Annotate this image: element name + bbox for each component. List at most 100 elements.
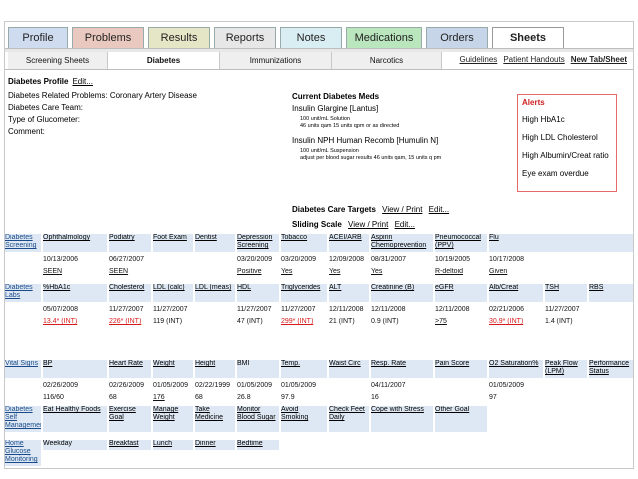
labs-header[interactable]: Creatinine (B)	[371, 284, 433, 302]
labs-label[interactable]: Diabetes Labs	[5, 284, 41, 302]
med-sig: 100 unit/mL Solution	[300, 116, 350, 122]
screening-value[interactable]: Given	[489, 268, 508, 275]
tab-problems[interactable]: Problems	[72, 27, 144, 48]
screening-header[interactable]: Flu	[489, 234, 545, 252]
related-problems: Diabetes Related Problems: Coronary Arte…	[8, 91, 197, 100]
labs-value[interactable]: 30.9* (INT)	[489, 318, 524, 325]
self-management-header[interactable]: Monitor Blood Sugar	[237, 406, 279, 432]
self-management-header[interactable]: Cope with Stress	[371, 406, 433, 432]
screening-date	[153, 256, 193, 266]
labs-header[interactable]: LDL (meas)	[195, 284, 235, 302]
screening-header[interactable]: Foot Exam	[153, 234, 193, 252]
guidelines-link[interactable]: Guidelines	[459, 55, 498, 64]
sliding-scale-view-print-link[interactable]: View / Print	[348, 220, 389, 229]
screening-header[interactable]: Ophthalmology	[43, 234, 107, 252]
screening-value[interactable]: Yes	[281, 268, 293, 275]
tab-notes[interactable]: Notes	[280, 27, 342, 48]
vitals-header[interactable]: Temp.	[281, 360, 327, 378]
glucose-header[interactable]: Lunch	[153, 440, 193, 450]
screening-value[interactable]: Yes	[371, 268, 383, 275]
tab-reports[interactable]: Reports	[214, 27, 276, 48]
vitals-value	[545, 394, 587, 404]
labs-value[interactable]: >75	[435, 318, 447, 325]
vitals-label[interactable]: Vital Signs	[5, 360, 41, 378]
self-management-header[interactable]: Other Goal	[435, 406, 487, 432]
vitals-header[interactable]: O2 Saturation%	[489, 360, 543, 378]
self-management-header[interactable]: Manage Weight	[153, 406, 193, 432]
glucose-header[interactable]: Breakfast	[109, 440, 151, 450]
labs-header[interactable]: LDL (calc)	[153, 284, 193, 302]
vitals-header[interactable]: Weight	[153, 360, 193, 378]
bottom-divider	[5, 468, 633, 469]
care-targets-view-print-link[interactable]: View / Print	[382, 205, 423, 214]
screening-header[interactable]: Podiatry	[109, 234, 151, 252]
subtab-screening-sheets[interactable]: Screening Sheets	[8, 52, 108, 69]
screening-header[interactable]: ACEI/ARB	[329, 234, 369, 252]
screening-header[interactable]: Pneumococcal (PPV)	[435, 234, 487, 252]
tab-orders[interactable]: Orders	[426, 27, 488, 48]
labs-header[interactable]: ALT	[329, 284, 369, 302]
profile-title-text: Diabetes Profile	[8, 77, 69, 86]
self-management-header[interactable]: Eat Healthy Foods	[43, 406, 107, 432]
profile-edit-link[interactable]: Edit...	[72, 77, 93, 86]
labs-date: 02/21/2006	[489, 306, 525, 313]
labs-value: 0.9 (INT)	[371, 318, 399, 325]
vitals-header[interactable]: Peak Flow (LPM)	[545, 360, 587, 378]
labs-header[interactable]: HDL	[237, 284, 279, 302]
labs-header[interactable]: Triglycerides	[281, 284, 327, 302]
screening-value[interactable]: Yes	[329, 268, 341, 275]
self-management-label[interactable]: Diabetes Self Management	[5, 406, 41, 432]
tab-profile[interactable]: Profile	[8, 27, 68, 48]
labs-header[interactable]: %HbA1c	[43, 284, 107, 302]
self-management-header[interactable]: Take Medicine	[195, 406, 235, 432]
sliding-scale-edit-link[interactable]: Edit...	[394, 220, 416, 229]
vitals-section: Vital Signs BP 02/26/2009 116/60 Heart Rate 0…	[5, 360, 633, 404]
vitals-header[interactable]: BP	[43, 360, 107, 378]
labs-header[interactable]: TSH	[545, 284, 587, 302]
screening-value[interactable]: Positive	[237, 268, 262, 275]
vitals-header[interactable]: Heart Rate	[109, 360, 151, 378]
self-management-header[interactable]: Exercise Goal	[109, 406, 151, 432]
new-tab-sheet-link[interactable]: New Tab/Sheet	[570, 55, 627, 64]
screening-value[interactable]	[153, 268, 193, 278]
labs-value: 47 (INT)	[237, 318, 263, 325]
care-targets: Diabetes Care Targets View / Print Edit.…	[292, 205, 449, 214]
meds-title: Current Diabetes Meds	[292, 92, 380, 101]
screening-header[interactable]: Depression Screening	[237, 234, 279, 252]
vitals-value	[435, 394, 487, 404]
tab-sheets[interactable]: Sheets	[492, 27, 564, 48]
vitals-value[interactable]: 176	[153, 394, 165, 401]
subtab-narcotics[interactable]: Narcotics	[332, 52, 442, 69]
tab-results[interactable]: Results	[148, 27, 210, 48]
screening-header[interactable]: Dentist	[195, 234, 235, 252]
subtab-immunizations[interactable]: Immunizations	[220, 52, 332, 69]
self-management-header[interactable]: Check Feet Daily	[329, 406, 369, 432]
tab-medications[interactable]: Medications	[346, 27, 422, 48]
vitals-header[interactable]: Height	[195, 360, 235, 378]
vitals-header[interactable]: Pain Score	[435, 360, 487, 378]
labs-value[interactable]: 299* (INT)	[281, 318, 314, 325]
glucose-label[interactable]: Home Glucose Monitoring	[5, 440, 41, 466]
vitals-header[interactable]: Performance Status	[589, 360, 633, 378]
labs-value[interactable]: 13.4* (INT)	[43, 318, 78, 325]
screening-value[interactable]	[195, 268, 235, 278]
screening-value[interactable]: R-deltoid	[435, 268, 464, 275]
labs-header[interactable]: Alb/Creat	[489, 284, 543, 302]
vitals-header[interactable]: Waist Circ	[329, 360, 369, 378]
labs-header[interactable]: Cholesterol	[109, 284, 151, 302]
labs-header[interactable]: RBS	[589, 284, 633, 302]
subtab-diabetes[interactable]: Diabetes	[108, 52, 220, 69]
screening-label[interactable]: Diabetes Screening	[5, 234, 41, 252]
screening-value[interactable]: SEEN	[109, 268, 129, 275]
patient-handouts-link[interactable]: Patient Handouts	[503, 55, 565, 64]
glucose-header[interactable]: Bedtime	[237, 440, 279, 450]
screening-value[interactable]: SEEN	[43, 268, 63, 275]
screening-header[interactable]: Aspirin Chemoprevention	[371, 234, 433, 252]
labs-value[interactable]: 226* (INT)	[109, 318, 142, 325]
labs-header[interactable]: eGFR	[435, 284, 487, 302]
glucose-header[interactable]: Dinner	[195, 440, 235, 450]
self-management-header[interactable]: Avoid Smoking	[281, 406, 327, 432]
vitals-header[interactable]: Resp. Rate	[371, 360, 433, 378]
screening-header[interactable]: Tobacco	[281, 234, 327, 252]
care-targets-edit-link[interactable]: Edit...	[428, 205, 450, 214]
